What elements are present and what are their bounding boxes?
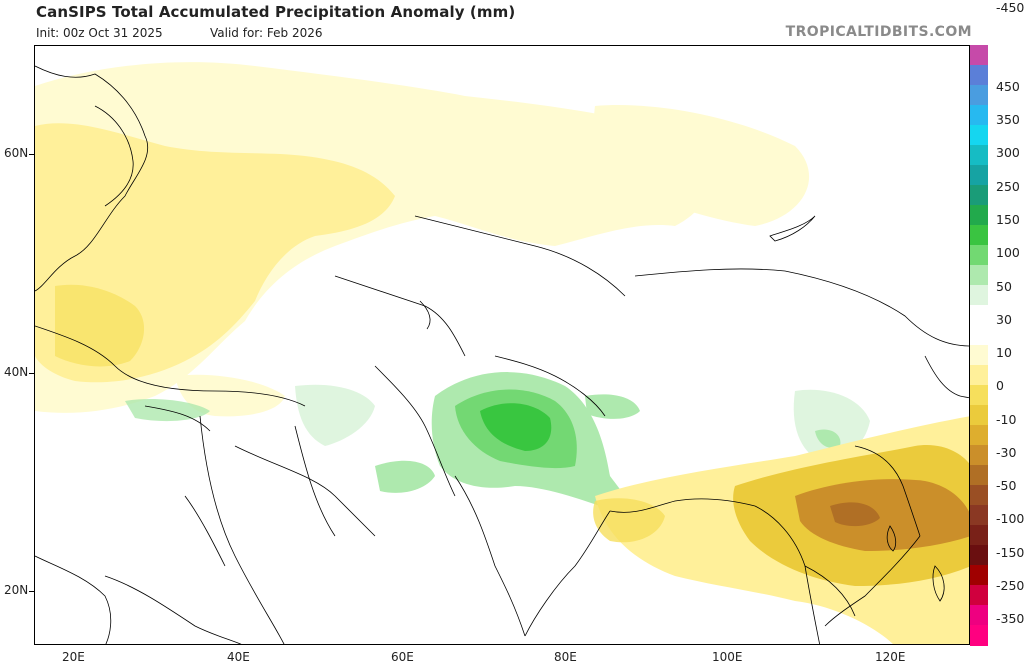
colorbar-segment (970, 125, 988, 146)
colorbar-segment (970, 65, 988, 86)
colorbar-label: -10 (996, 412, 1017, 427)
lon-label-20e: 20E (62, 650, 85, 664)
colorbar-segment (970, 505, 988, 526)
colorbar-segment (970, 165, 988, 186)
colorbar-segment (970, 265, 988, 286)
lon-label-40e: 40E (227, 650, 250, 664)
lon-label-60e: 60E (391, 650, 414, 664)
coastlines-borders (35, 65, 969, 644)
anomaly-region-light-dry-northasia (594, 105, 810, 226)
colorbar-segment (970, 425, 988, 446)
colorbar (970, 45, 990, 646)
colorbar-segment (970, 465, 988, 486)
anomaly-region-dry-china-core (795, 479, 969, 551)
colorbar-label: -100 (996, 511, 1024, 526)
colorbar-label: 100 (996, 245, 1020, 260)
precip-anomaly-map (34, 45, 970, 645)
lat-label-20n: 20N (4, 583, 29, 597)
colorbar-segment (970, 45, 988, 66)
anomaly-region-dry-balkans (55, 284, 145, 367)
colorbar-label: -150 (996, 545, 1024, 560)
colorbar-label: 300 (996, 145, 1020, 160)
map-canvas (35, 62, 969, 644)
colorbar-segment (970, 565, 988, 586)
colorbar-label: -350 (996, 611, 1024, 626)
colorbar-label: 150 (996, 212, 1020, 227)
colorbar-segment (970, 285, 988, 306)
colorbar-label: -30 (996, 445, 1017, 460)
colorbar-label: 0 (996, 378, 1004, 393)
colorbar-segment (970, 625, 988, 646)
lon-label-120e: 120E (875, 650, 906, 664)
anomaly-region-wet-pakistan-core (480, 403, 552, 451)
lat-tick-40n (29, 373, 34, 374)
colorbar-label: 250 (996, 179, 1020, 194)
anomaly-region-wet-iran-south (375, 460, 435, 493)
colorbar-segment (970, 405, 988, 426)
lon-label-80e: 80E (554, 650, 577, 664)
colorbar-label: 50 (996, 279, 1012, 294)
map-title: CanSIPS Total Accumulated Precipitation … (36, 3, 516, 21)
colorbar-segment (970, 585, 988, 606)
lat-label-60n: 60N (4, 146, 29, 160)
anomaly-region-light-dry-mideast (175, 374, 285, 417)
colorbar-segment (970, 365, 988, 386)
colorbar-label: -250 (996, 578, 1024, 593)
lat-tick-20n (29, 591, 34, 592)
anomaly-region-wet-china-spot (815, 429, 841, 448)
colorbar-segment (970, 545, 988, 566)
colorbar-label: 450 (996, 79, 1020, 94)
colorbar-segment (970, 185, 988, 206)
colorbar-label: 10 (996, 345, 1012, 360)
colorbar-segment (970, 225, 988, 246)
colorbar-segment (970, 525, 988, 546)
colorbar-segment (970, 205, 988, 226)
colorbar-label: 350 (996, 112, 1020, 127)
site-credit: TROPICALTIDBITS.COM (785, 24, 972, 40)
colorbar-segment (970, 605, 988, 626)
anomaly-region-wet-tibet (585, 394, 640, 419)
anomaly-region-wet-iran (295, 384, 375, 446)
colorbar-segment (970, 485, 988, 506)
colorbar-segment (970, 145, 988, 166)
colorbar-segment (970, 445, 988, 466)
colorbar-segment (970, 385, 988, 406)
colorbar-segment (970, 245, 988, 266)
lat-label-40n: 40N (4, 365, 29, 379)
colorbar-segment (970, 105, 988, 126)
anomaly-region-dry-china-deep (830, 502, 880, 527)
colorbar-label: -450 (996, 0, 1024, 15)
lat-tick-60n (29, 154, 34, 155)
colorbar-segment (970, 305, 988, 326)
colorbar-segment (970, 325, 988, 346)
valid-time: Valid for: Feb 2026 (210, 26, 323, 40)
colorbar-label: 30 (996, 312, 1012, 327)
colorbar-segment (970, 85, 988, 106)
colorbar-label: -50 (996, 478, 1017, 493)
lon-label-100e: 100E (712, 650, 743, 664)
init-time: Init: 00z Oct 31 2025 (36, 26, 163, 40)
colorbar-segment (970, 345, 988, 366)
